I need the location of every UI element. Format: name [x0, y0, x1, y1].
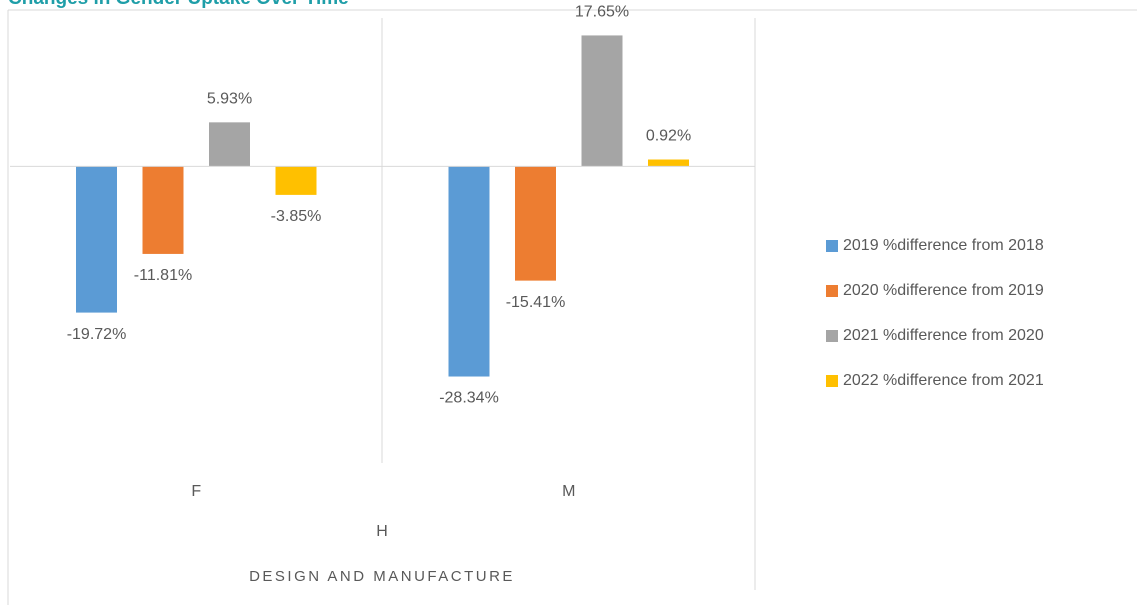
bar [648, 159, 689, 167]
group-label: H [376, 523, 388, 540]
chart-title: Changes in Gender Uptake Over Time [8, 0, 349, 9]
legend-label: 2020 %difference from 2019 [843, 282, 1044, 299]
data-label: 5.93% [207, 91, 252, 108]
legend-swatch [826, 240, 838, 252]
data-label: -28.34% [439, 390, 499, 407]
data-label: -3.85% [271, 208, 322, 225]
bar [581, 35, 623, 167]
data-label: -11.81% [134, 267, 192, 284]
bar [209, 122, 250, 167]
bar [448, 166, 490, 377]
data-label: -19.72% [67, 326, 127, 343]
x-tick-label: F [191, 483, 201, 500]
data-label: 0.92% [646, 128, 691, 145]
data-label: -15.41% [506, 294, 566, 311]
axis-label: DESIGN AND MANUFACTURE [249, 568, 515, 585]
legend-swatch [826, 375, 838, 387]
bar [142, 166, 184, 254]
legend-label: 2021 %difference from 2020 [843, 327, 1044, 344]
bar [515, 166, 556, 281]
legend-swatch [826, 330, 838, 342]
x-tick-label: M [562, 483, 575, 500]
bar [275, 166, 317, 195]
legend-swatch [826, 285, 838, 297]
data-label: 17.65% [575, 4, 629, 21]
legend-label: 2022 %difference from 2021 [843, 372, 1044, 389]
legend-label: 2019 %difference from 2018 [843, 237, 1044, 254]
bar [76, 166, 117, 313]
